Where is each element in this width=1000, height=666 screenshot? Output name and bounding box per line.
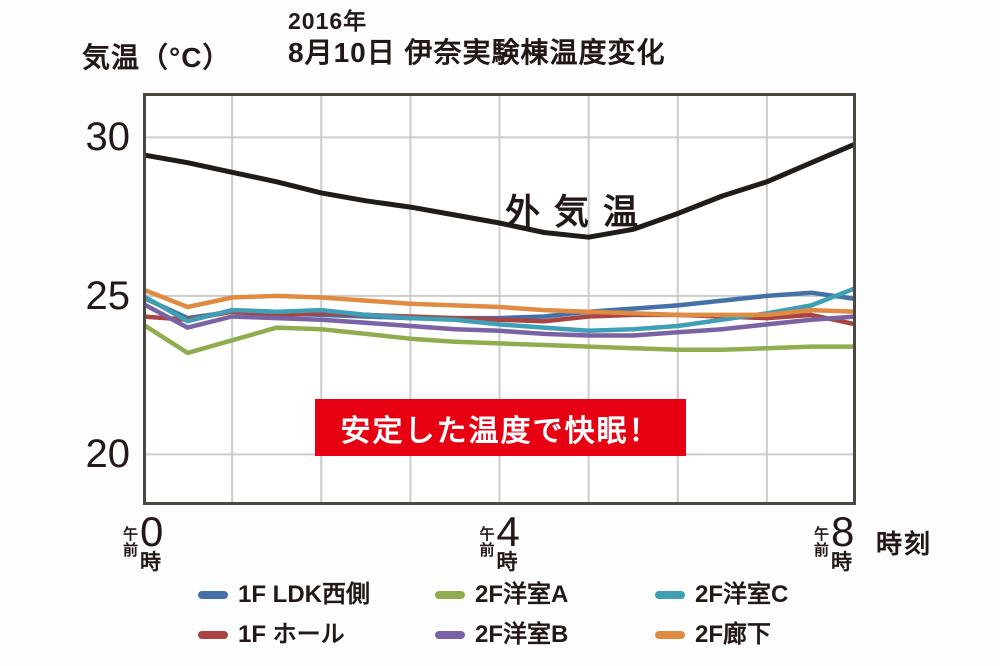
series-line-2f_room_a	[143, 322, 856, 356]
x-tick-hour-suffix: 時	[831, 551, 853, 574]
legend-label: 1F ホール	[238, 621, 345, 648]
legend-item-2f_room_c: 2F洋室C	[655, 582, 788, 608]
legend-swatch-2f_room_b	[435, 631, 465, 639]
chart-title-year: 2016年	[288, 8, 368, 34]
legend-item-2f_corridor: 2F廊下	[655, 622, 788, 648]
x-tick-hour-suffix: 時	[140, 551, 162, 574]
legend-swatch-1f_hall	[198, 631, 228, 639]
legend-swatch-1f_ldk_west	[198, 591, 228, 599]
x-tick-hour-number: 8	[831, 508, 855, 555]
legend-item-1f_ldk_west: 1F LDK西側	[198, 582, 435, 608]
series-line-2f_room_b	[143, 301, 856, 338]
y-axis-title: 気温（°C）	[82, 42, 232, 73]
y-tick-label-20: 20	[85, 432, 131, 477]
legend-label: 2F洋室C	[695, 581, 789, 608]
x-tick-am-prefix: 午前	[479, 526, 495, 559]
chart-title: 2016年 8月10日 伊奈実験棟温度変化	[288, 8, 666, 70]
legend-label: 2F廊下	[695, 621, 772, 648]
series-line-2f_corridor	[143, 287, 856, 318]
legend-item-2f_room_b: 2F洋室B	[435, 622, 655, 648]
x-tick-hour-suffix: 時	[496, 551, 518, 574]
legend-item-1f_hall: 1F ホール	[198, 622, 435, 648]
chart-legend: 1F LDK西側 1F ホール 2F洋室A 2F洋室B 2F洋室C 2F廊下	[198, 582, 788, 648]
x-tick-hour-number: 4	[496, 508, 520, 555]
plot-border	[143, 93, 856, 505]
chart-title-main: 8月10日 伊奈実験棟温度変化	[288, 37, 666, 69]
legend-swatch-2f_corridor	[655, 631, 685, 639]
x-axis-unit-label: 時刻	[876, 529, 933, 559]
legend-swatch-2f_room_c	[655, 591, 685, 599]
series-line-outside	[143, 141, 856, 240]
series-line-2f_room_c	[143, 285, 856, 334]
outside-temperature-line-label: 外気温	[505, 193, 653, 232]
legend-item-2f_room_a: 2F洋室A	[435, 582, 655, 608]
y-tick-label-30: 30	[85, 115, 131, 160]
x-tick-hour-number: 0	[140, 508, 164, 555]
y-tick-label-25: 25	[85, 273, 131, 318]
legend-label: 2F洋室B	[475, 621, 569, 648]
legend-label: 2F洋室A	[475, 581, 569, 608]
legend-label: 1F LDK西側	[238, 581, 370, 608]
x-tick-am-prefix: 午前	[123, 526, 139, 559]
x-tick-am-prefix: 午前	[814, 526, 830, 559]
legend-swatch-2f_room_a	[435, 591, 465, 599]
stable-temperature-banner: 安定した温度で快眠！	[315, 399, 686, 456]
